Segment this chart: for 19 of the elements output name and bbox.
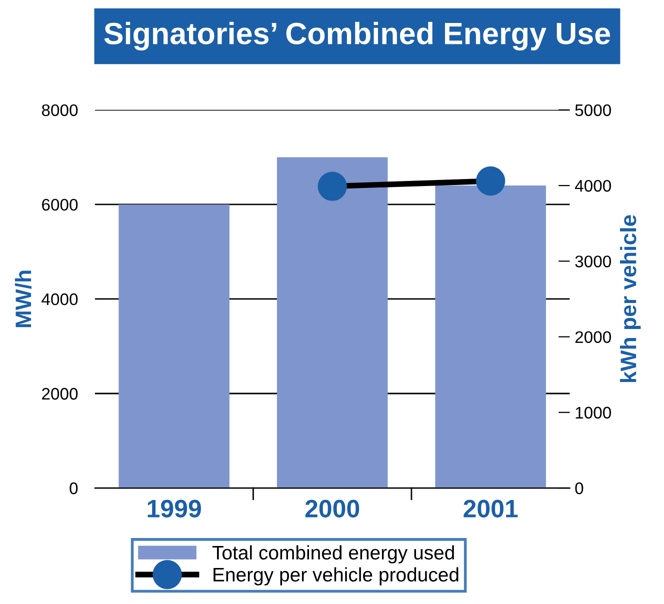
x-tick-label: 2001 — [464, 500, 518, 518]
y2-axis-title: kWh per vehicle — [620, 215, 641, 382]
chart-title: Signatories’ Combined Energy Use — [104, 22, 610, 51]
x-tick-label: 1999 — [148, 500, 201, 518]
legend-label: Total combined energy used — [212, 545, 454, 564]
x-tick-label: 2000 — [305, 500, 360, 518]
y2-tick-label: 0 — [575, 482, 584, 494]
y2-tick-label: 5000 — [575, 104, 611, 116]
y2-tick-label: 4000 — [574, 180, 611, 192]
y-axis-title: MW/h — [14, 270, 32, 328]
y-tick-label: 2000 — [42, 388, 78, 400]
y2-tick-label: 1000 — [576, 406, 611, 419]
y2-tick-label: 2000 — [575, 331, 611, 343]
y2-tick-label: 3000 — [575, 256, 611, 268]
y-tick-label: 8000 — [42, 104, 78, 116]
y-tick-label: 6000 — [42, 198, 78, 211]
y-tick-label: 0 — [70, 482, 78, 494]
legend-label: Energy per vehicle produced — [214, 567, 458, 586]
y-tick-label: 4000 — [42, 293, 78, 306]
